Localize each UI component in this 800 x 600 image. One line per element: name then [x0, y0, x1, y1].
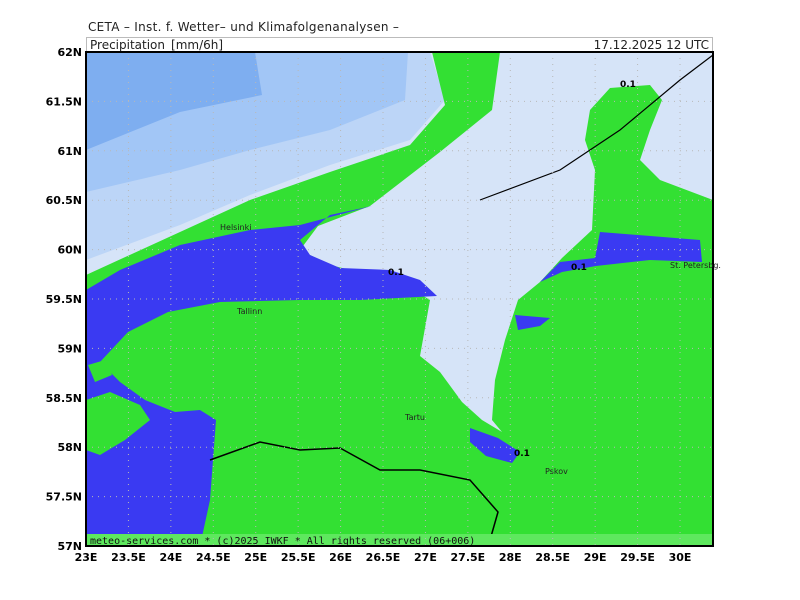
lat-tick-label: 62N — [57, 46, 82, 59]
lat-tick-label: 57N — [57, 540, 82, 553]
city-tallinn: Tallinn — [236, 307, 262, 316]
lon-tick-label: 29E — [584, 551, 607, 564]
contour-label: 0.1 — [388, 268, 404, 278]
title-bar: Precipitation_[mm/6h] 17.12.2025 12 UTC — [86, 37, 713, 52]
lon-tick-label: 23E — [75, 551, 98, 564]
lat-tick-label: 61N — [57, 145, 82, 158]
contour-label: 0.1 — [571, 263, 587, 273]
lat-tick-label: 58.5N — [46, 392, 82, 405]
contour-label: 0.1 — [620, 80, 636, 90]
lon-tick-label: 23.5E — [111, 551, 146, 564]
lon-tick-label: 29.5E — [620, 551, 655, 564]
lon-tick-label: 25.5E — [281, 551, 316, 564]
lon-tick-label: 24E — [159, 551, 182, 564]
lat-axis: 62N 61.5N 61N 60.5N 60N 59.5N 59N 58.5N 58N 57.5N… — [46, 46, 82, 553]
lat-tick-label: 57.5N — [46, 491, 82, 504]
valid-time: 17.12.2025 12 UTC — [593, 38, 709, 52]
border-line-finland-russia — [479, 54, 713, 201]
lat-tick-label: 60N — [57, 244, 82, 257]
footer-copyright: meteo-services.com * (c)2025 IWKF * All … — [90, 536, 475, 547]
lon-tick-label: 30E — [669, 551, 692, 564]
lat-tick-label: 60.5N — [46, 194, 82, 207]
island-hiiumaa — [88, 360, 112, 382]
lon-tick-label: 25E — [244, 551, 267, 564]
institute-header: CETA – Inst. f. Wetter– und Klimafolgena… — [88, 20, 400, 34]
parameter-label: Precipitation_[mm/6h] — [90, 38, 224, 52]
city-st-petersburg: St. Petersbg. — [670, 261, 721, 270]
tallinn-bay-blue — [515, 315, 550, 330]
sea-blue-east — [540, 232, 702, 282]
city-tartu: Tartu — [404, 413, 425, 422]
border-line — [209, 441, 499, 541]
lon-axis: 23E 23.5E 24E 24.5E 25E 25.5E 26E 26.5E 27E 27.5E… — [75, 551, 692, 564]
lon-tick-label: 27E — [414, 551, 437, 564]
island-saaremaa — [86, 392, 150, 455]
city-pskov: Pskov — [545, 467, 568, 476]
lon-tick-label: 27.5E — [451, 551, 486, 564]
lake-blue — [470, 428, 520, 463]
lon-tick-label: 26E — [329, 551, 352, 564]
lat-tick-label: 59N — [57, 342, 82, 355]
no-precip-east — [300, 52, 713, 432]
precip-light-blue-3 — [86, 52, 262, 150]
lon-tick-label: 28E — [499, 551, 522, 564]
lat-tick-label: 58N — [57, 441, 82, 454]
map-frame — [85, 51, 714, 547]
lat-tick-label: 59.5N — [46, 293, 82, 306]
footer-strip — [86, 534, 713, 546]
city-helsinki: Helsinki — [220, 223, 251, 232]
lon-tick-label: 26.5E — [366, 551, 401, 564]
grid-lines — [86, 52, 713, 546]
lon-tick-label: 28.5E — [535, 551, 570, 564]
lon-tick-label: 24.5E — [196, 551, 231, 564]
contour-label: 0.1 — [514, 449, 530, 459]
sea-blue-west — [86, 206, 437, 546]
lat-tick-label: 61.5N — [46, 95, 82, 108]
